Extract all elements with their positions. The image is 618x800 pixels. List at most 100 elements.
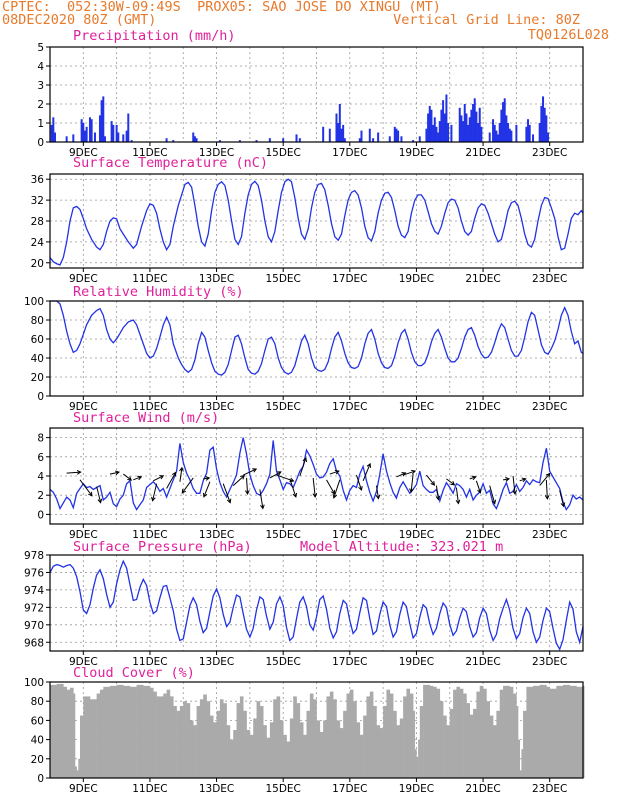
- y-tick-label: 5: [37, 42, 44, 54]
- precip-bar: [328, 128, 331, 142]
- precip-bar: [435, 126, 438, 142]
- cloud-cover-bar: [279, 720, 284, 778]
- wind-arrowhead: [471, 475, 477, 481]
- cloud-cover-bar: [109, 685, 117, 778]
- cloud-cover-bar: [526, 686, 534, 778]
- y-tick-label: 976: [24, 567, 44, 579]
- wind-arrowhead: [430, 481, 436, 486]
- x-tick-label: 15DEC: [265, 529, 300, 541]
- x-tick-label: 17DEC: [332, 529, 367, 541]
- precip-bar: [52, 117, 55, 142]
- precip-bar: [493, 124, 496, 142]
- y-tick-label: 40: [31, 353, 44, 365]
- cloud-cover-bar: [449, 708, 454, 778]
- precip-bar: [443, 113, 446, 142]
- wind-vector: [166, 472, 177, 489]
- cloud-cover-bar: [169, 696, 174, 778]
- x-tick-label: 23DEC: [532, 273, 567, 285]
- precip-bar: [110, 121, 113, 142]
- y-tick-label: 20: [31, 372, 44, 384]
- cloud-cover-bar: [503, 685, 511, 778]
- precip-bar: [377, 132, 380, 142]
- x-tick-label: 9DEC: [69, 656, 98, 668]
- wind-arrowhead: [159, 475, 165, 480]
- y-tick-label: 6: [37, 452, 44, 464]
- wind-vector: [469, 476, 476, 480]
- wind-vector: [475, 480, 481, 493]
- cloud-cover-bar: [583, 685, 585, 778]
- y-tick-label: 2: [37, 490, 44, 502]
- precip-bar: [340, 128, 343, 142]
- precip-bar: [418, 136, 421, 142]
- y-tick-label: 24: [31, 237, 45, 249]
- x-tick-label: 11DEC: [132, 401, 167, 413]
- x-tick-label: 9DEC: [69, 401, 98, 413]
- cloud-cover-bar: [96, 693, 101, 778]
- cloud-cover-bar: [546, 686, 550, 778]
- precip-bar: [338, 104, 341, 142]
- precip-bar: [463, 104, 466, 142]
- cloud-cover-bar: [176, 710, 181, 778]
- cloud-cover-bar: [483, 688, 487, 778]
- precip-bar: [53, 132, 56, 142]
- cloud-cover-bar: [273, 699, 277, 778]
- wind-vector: [559, 490, 565, 507]
- precip-bar: [450, 124, 453, 142]
- precip-bar: [510, 130, 513, 142]
- precip-bar: [372, 138, 375, 142]
- x-tick-label: 9DEC: [69, 783, 98, 795]
- cloud-cover-bar: [463, 693, 467, 778]
- wind-arrowhead: [292, 492, 298, 498]
- wind-arrowhead: [88, 491, 93, 497]
- cloud-cover-bar: [466, 703, 471, 778]
- precip-bar: [130, 140, 133, 142]
- cloud-cover-bar: [563, 684, 570, 778]
- cloud-cover-bar: [479, 685, 484, 778]
- header-model-id: TQ0126L028: [527, 27, 609, 43]
- x-tick-label: 11DEC: [132, 529, 167, 541]
- precip-bar: [465, 113, 468, 142]
- cloud-cover-bar: [166, 689, 171, 778]
- precip-bar: [83, 130, 86, 142]
- cloud-cover-bar: [253, 718, 257, 778]
- cloud-cover-bar: [236, 703, 241, 778]
- series-line: [49, 437, 584, 511]
- x-tick-label: 11DEC: [132, 273, 167, 285]
- cloud-cover-bar: [516, 706, 519, 778]
- series-line: [49, 559, 584, 651]
- x-tick-label: 13DEC: [199, 529, 234, 541]
- x-tick-label: 9DEC: [69, 147, 98, 159]
- precip-bar: [358, 138, 361, 142]
- x-tick-label: 15DEC: [265, 656, 300, 668]
- precip-bar: [542, 96, 545, 142]
- x-tick-label: 21DEC: [465, 656, 500, 668]
- x-tick-label: 17DEC: [332, 401, 367, 413]
- wind-arrowhead: [181, 488, 187, 494]
- x-tick-label: 17DEC: [332, 783, 367, 795]
- y-tick-label: 36: [31, 174, 45, 186]
- cloud-cover-bar: [136, 684, 144, 778]
- wind-vector: [410, 474, 414, 493]
- precip-bar: [458, 107, 461, 142]
- cloud-cover-bar: [286, 741, 291, 778]
- cloud-cover-bar: [523, 710, 527, 778]
- precip-bar: [337, 123, 340, 142]
- cloud-cover-bar: [339, 728, 344, 778]
- precip-bar: [503, 98, 506, 142]
- x-tick-label: 9DEC: [69, 273, 98, 285]
- cloud-cover-bar: [66, 689, 71, 778]
- cloud-cover-bar: [496, 710, 501, 778]
- precip-bar: [93, 132, 96, 142]
- cloud-cover-bar: [89, 699, 97, 778]
- precip-bar: [90, 119, 93, 142]
- cloud-cover-bar: [213, 722, 217, 778]
- precip-bar: [532, 134, 535, 142]
- y-tick-label: 80: [31, 696, 44, 708]
- wind-arrowhead: [521, 477, 527, 483]
- panel-frame: [49, 46, 584, 143]
- wind-vector: [402, 470, 416, 476]
- cloud-cover-bar: [259, 706, 264, 778]
- cloud-cover-bar: [163, 693, 167, 778]
- cloud-cover-bar: [63, 686, 67, 778]
- precip-bar: [498, 123, 501, 142]
